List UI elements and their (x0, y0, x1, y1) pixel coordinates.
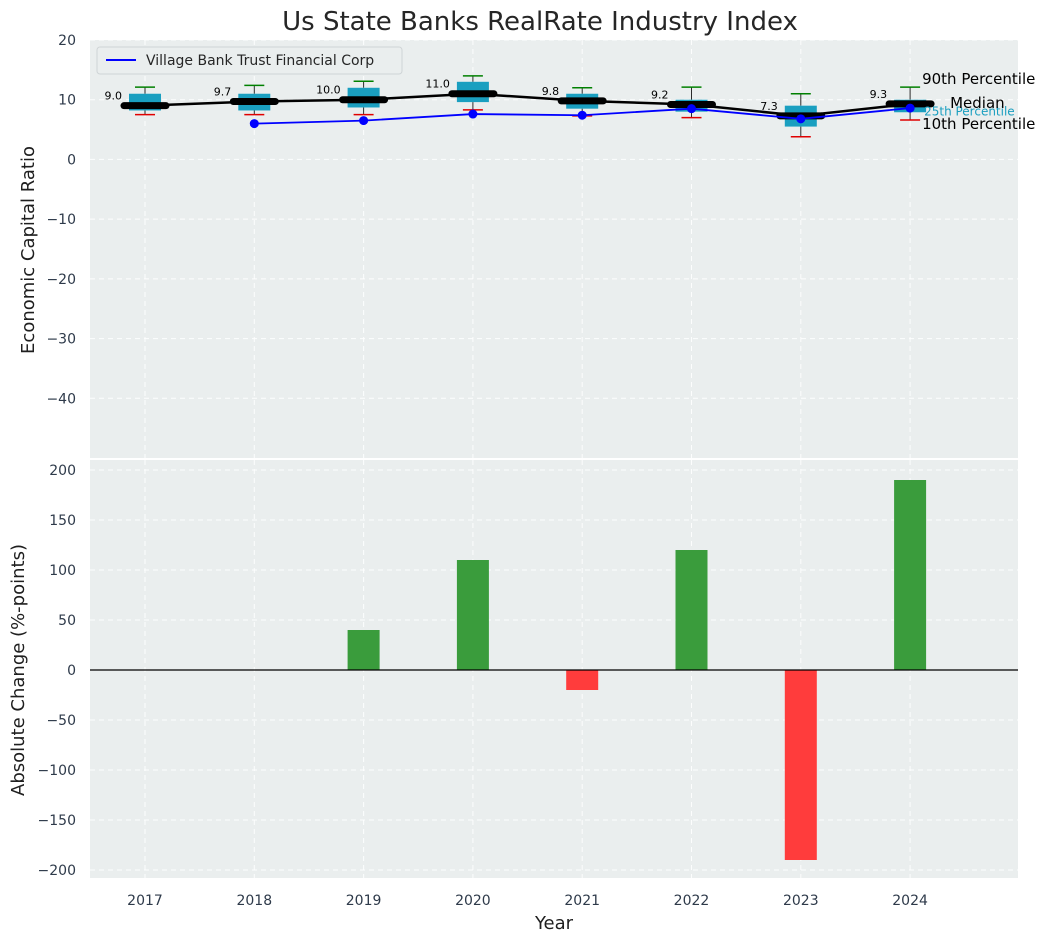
bottom-y-tick-label: −200 (38, 863, 76, 879)
x-tick-label: 2022 (674, 893, 710, 909)
change-bar (784, 670, 817, 860)
top-panel: 20 10 0 −10 −20 −30 −40 9.0 9.7 10.0 11.0 9.8 9.2 7.3… (46, 33, 1035, 458)
p25-annotation: 25th Percentile (924, 104, 1015, 118)
bottom-plot-background (90, 460, 1018, 878)
company-series-point (359, 116, 369, 126)
median-annotation: Median (950, 94, 1005, 112)
x-tick-label: 2021 (564, 893, 600, 909)
company-series-point (468, 109, 478, 119)
top-y-axis-label: Economic Capital Ratio (18, 146, 39, 354)
bottom-y-tick-label: 200 (49, 463, 76, 479)
company-series-point (577, 110, 587, 120)
change-bar (456, 560, 489, 670)
median-value-label: 9.8 (542, 85, 560, 98)
x-tick-label: 2017 (127, 893, 163, 909)
median-value-label: 9.2 (651, 88, 669, 101)
legend-label: Village Bank Trust Financial Corp (146, 53, 374, 69)
p10-annotation: 10th Percentile (922, 115, 1035, 133)
company-series-point (796, 114, 806, 124)
top-y-tick-label: 20 (58, 33, 76, 49)
bottom-y-tick-label: 50 (58, 613, 76, 629)
p90-annotation: 90th Percentile (922, 70, 1035, 88)
change-bar (347, 630, 380, 670)
bottom-y-tick-label: 150 (49, 513, 76, 529)
change-bar (894, 480, 927, 670)
median-value-label: 10.0 (316, 84, 341, 97)
x-tick-label: 2023 (783, 893, 819, 909)
legend: Village Bank Trust Financial Corp (96, 46, 403, 75)
median-value-label: 7.3 (760, 100, 778, 113)
bottom-y-tick-label: −50 (46, 713, 76, 729)
company-series-point (905, 103, 915, 113)
x-tick-label: 2024 (892, 893, 928, 909)
median-value-label: 9.0 (105, 90, 123, 103)
bottom-y-tick-label: −100 (38, 763, 76, 779)
top-y-tick-label: −20 (46, 272, 76, 288)
median-value-label: 9.7 (214, 86, 232, 99)
top-y-tick-label: −40 (46, 391, 76, 407)
top-y-tick-label: 10 (58, 93, 76, 109)
bottom-y-tick-label: 0 (67, 663, 76, 679)
x-tick-label: 2018 (236, 893, 272, 909)
median-value-label: 11.0 (425, 78, 450, 91)
top-y-tick-label: 0 (67, 152, 76, 168)
bottom-y-tick-label: −150 (38, 813, 76, 829)
company-series-point (687, 104, 696, 114)
change-bar (566, 670, 599, 690)
chart-title: Us State Banks RealRate Industry Index (282, 7, 798, 37)
median-value-label: 9.3 (870, 88, 888, 101)
company-series-point (249, 119, 259, 129)
top-y-tick-label: −10 (46, 212, 76, 228)
top-y-tick-label: −30 (46, 332, 76, 348)
change-bar (675, 550, 708, 670)
x-tick-label: 2019 (346, 893, 382, 909)
x-axis-label: Year (534, 913, 574, 934)
x-tick-label: 2020 (455, 893, 491, 909)
bottom-panel: 200 150 100 50 0 −50 −100 −150 −200 2017 2018 2019 2… (38, 460, 1018, 909)
bottom-y-axis-label: Absolute Change (%-points) (8, 544, 29, 796)
bottom-y-tick-label: 100 (49, 563, 76, 579)
legend-box (96, 46, 403, 75)
